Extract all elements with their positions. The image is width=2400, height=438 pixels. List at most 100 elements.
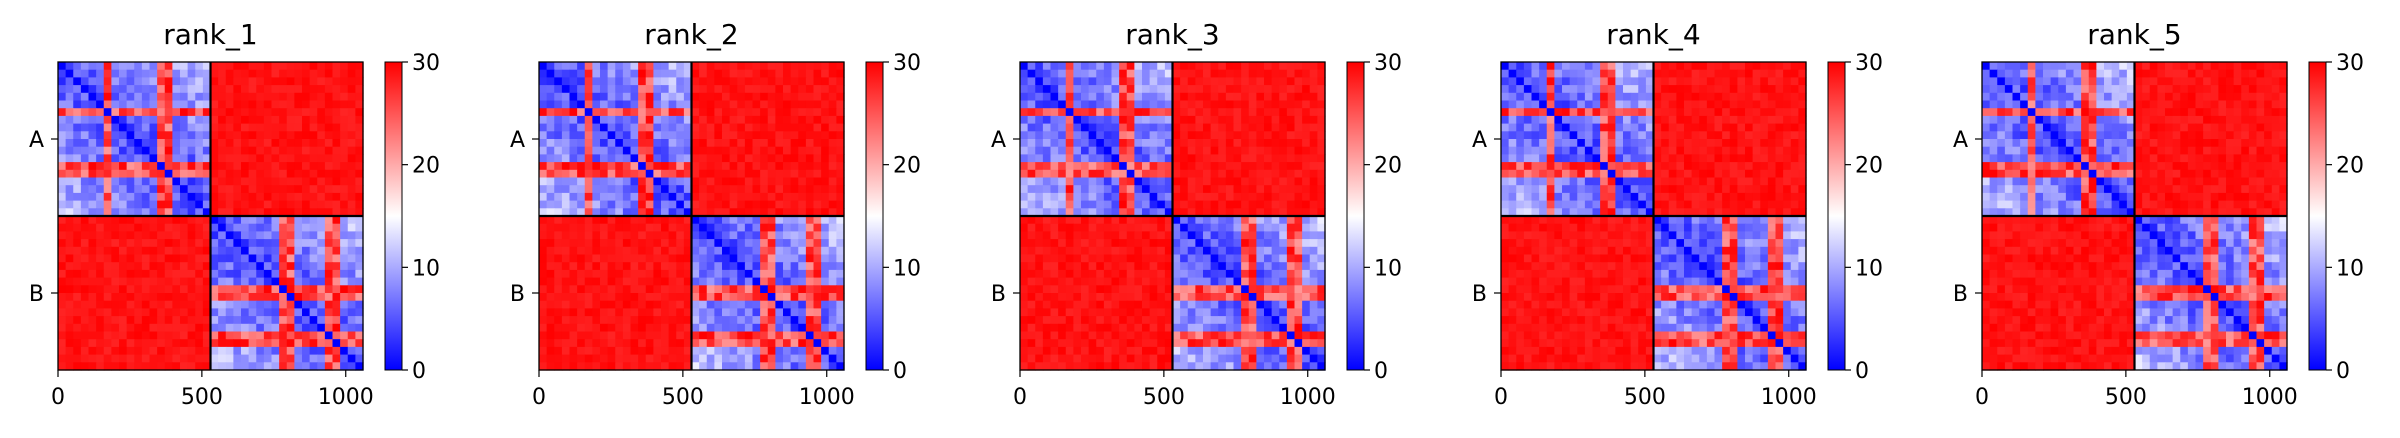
heatmap-cell: [577, 323, 586, 333]
heatmap-cell: [1058, 62, 1067, 71]
heatmap-cell: [676, 316, 685, 325]
heatmap-cell: [1149, 169, 1158, 179]
heatmap-cell: [554, 331, 563, 340]
heatmap-cell: [699, 177, 708, 186]
heatmap-cell: [699, 146, 708, 155]
heatmap-cell: [1195, 269, 1204, 279]
heatmap-cell: [1058, 92, 1067, 102]
heatmap-cell: [691, 339, 700, 348]
heatmap-cell: [1218, 346, 1227, 356]
heatmap-cell: [241, 316, 250, 325]
heatmap-cell: [760, 346, 769, 356]
heatmap-cell: [58, 293, 67, 302]
heatmap-cell: [767, 362, 776, 371]
heatmap-cell: [324, 316, 334, 325]
heatmap-cell: [539, 123, 548, 132]
heatmap-cell: [96, 200, 105, 209]
heatmap-cell: [836, 354, 845, 363]
heatmap-cell: [1271, 293, 1280, 302]
heatmap-cell: [1309, 331, 1318, 340]
heatmap-cell: [157, 208, 166, 217]
heatmap-cell: [1294, 169, 1303, 179]
heatmap-cell: [103, 115, 112, 125]
heatmap-cell: [157, 246, 166, 256]
heatmap-cell: [714, 185, 723, 194]
heatmap-cell: [1302, 185, 1311, 194]
heatmap-cell: [615, 323, 624, 333]
heatmap-cell: [783, 254, 792, 263]
heatmap-cell: [676, 185, 685, 194]
heatmap-cell: [1042, 185, 1052, 194]
heatmap-cell: [1317, 316, 1326, 325]
heatmap-cell: [1317, 354, 1326, 363]
heatmap-cell: [172, 115, 181, 125]
heatmap-cell: [1218, 277, 1227, 286]
heatmap-cell: [1615, 77, 1624, 86]
heatmap-cell: [1180, 200, 1189, 209]
heatmap-cell: [561, 123, 571, 132]
heatmap-cell: [324, 69, 334, 78]
heatmap-cell: [1103, 323, 1113, 333]
heatmap-cell: [119, 293, 128, 302]
heatmap-cell: [767, 108, 776, 117]
heatmap-cell: [1195, 62, 1204, 71]
heatmap-cell: [1294, 216, 1303, 225]
heatmap-cell: [1294, 192, 1303, 202]
heatmap-cell: [172, 246, 181, 256]
heatmap-cell: [1279, 108, 1288, 117]
heatmap-cell: [546, 339, 555, 348]
heatmap-cell: [279, 216, 288, 225]
heatmap-cell: [1508, 85, 1517, 94]
heatmap-cell: [1195, 216, 1204, 225]
heatmap-cell: [561, 285, 571, 294]
heatmap-cell: [96, 331, 105, 340]
heatmap-cell: [1218, 146, 1227, 155]
heatmap-cell: [1126, 85, 1135, 94]
heatmap-cell: [1294, 177, 1303, 186]
heatmap-cell: [1073, 108, 1082, 117]
heatmap-cell: [1073, 146, 1082, 155]
heatmap-cell: [1233, 192, 1242, 202]
heatmap-cell: [324, 239, 334, 248]
heatmap-cell: [149, 239, 158, 248]
heatmap-cell: [630, 285, 639, 294]
heatmap-cell: [332, 316, 341, 325]
heatmap-cell: [317, 115, 326, 125]
heatmap-cell: [172, 331, 181, 340]
heatmap-cell: [1714, 77, 1723, 86]
heatmap-cell: [1073, 354, 1082, 363]
heatmap-cell: [592, 262, 601, 271]
heatmap-cell: [309, 200, 318, 209]
heatmap-cell: [661, 208, 670, 217]
heatmap-cell: [218, 146, 227, 155]
heatmap-cell: [1203, 177, 1212, 186]
heatmap-cell: [149, 169, 158, 179]
heatmap-cell: [775, 185, 784, 194]
heatmap-cell: [149, 146, 158, 155]
heatmap-cell: [1294, 300, 1303, 309]
heatmap-cell: [271, 131, 280, 140]
heatmap-cell: [309, 362, 318, 371]
heatmap-cell: [767, 216, 776, 225]
heatmap-cell: [1531, 77, 1540, 86]
heatmap-cell: [271, 346, 280, 356]
heatmap-cell: [256, 115, 265, 125]
heatmap-cell: [187, 123, 196, 132]
heatmap-cell: [279, 239, 288, 248]
heatmap-cell: [202, 239, 212, 248]
heatmap-cell: [1729, 62, 1738, 71]
heatmap-cell: [202, 323, 212, 333]
heatmap-cell: [149, 154, 158, 163]
heatmap-cell: [233, 323, 242, 333]
heatmap-cell: [645, 254, 654, 263]
heatmap-cell: [714, 331, 723, 340]
heatmap-cell: [1195, 154, 1204, 163]
heatmap-cell: [1577, 62, 1586, 71]
heatmap-cell: [1615, 69, 1624, 78]
heatmap-cell: [210, 177, 219, 186]
heatmap-cell: [1294, 200, 1303, 209]
heatmap-cell: [355, 185, 364, 194]
heatmap-cell: [1164, 92, 1174, 102]
heatmap-cell: [828, 308, 837, 317]
heatmap-cell: [119, 139, 128, 148]
